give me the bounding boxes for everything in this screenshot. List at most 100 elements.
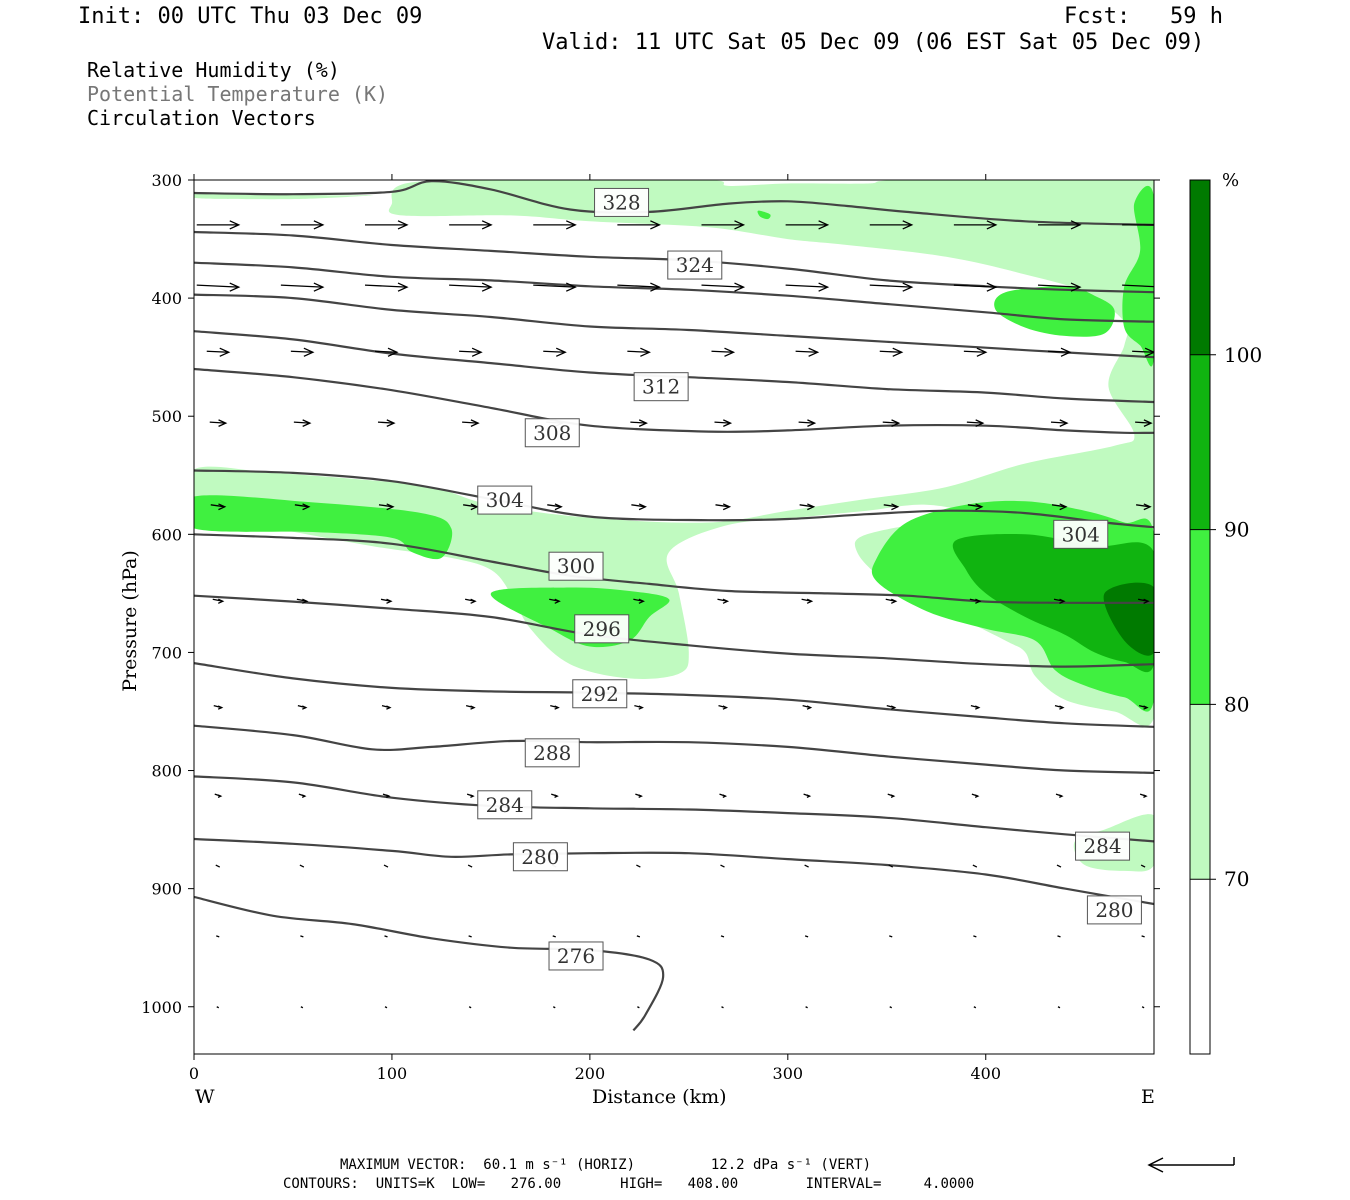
circulation-vector: [971, 793, 980, 798]
circulation-vector: [547, 503, 563, 511]
x-tick-label: 200: [575, 1064, 606, 1083]
circulation-vector: [634, 704, 644, 710]
contour-label: 292: [572, 679, 628, 709]
y-tick-label: 900: [151, 880, 182, 899]
title-relative-humidity: Relative Humidity (%): [87, 58, 340, 82]
circulation-vector: [296, 598, 309, 604]
plot-frame: [193, 179, 1155, 1055]
title-potential-temperature: Potential Temperature (K): [87, 82, 389, 106]
reference-vector-arrow: [1147, 1157, 1235, 1173]
circulation-vector: [464, 598, 477, 604]
circulation-vector: [467, 864, 473, 868]
x-tick-label: 100: [377, 1064, 408, 1083]
circulation-vector: [463, 503, 479, 511]
circulation-vector: [383, 864, 389, 868]
circulation-vector: [1047, 347, 1072, 357]
y-axis-label: Pressure (hPa): [119, 550, 141, 692]
circulation-vector: [883, 503, 900, 511]
circulation-vector: [1122, 224, 1154, 226]
theta-contour-280: [194, 837, 1154, 906]
circulation-vector: [1057, 935, 1061, 938]
circulation-vector: [1141, 1006, 1145, 1009]
circulation-vector: [212, 598, 225, 604]
vector-layer: [196, 220, 1154, 1009]
circulation-vector: [799, 503, 816, 511]
circulation-vector: [300, 935, 304, 938]
colorbar-swatch: [1190, 354, 1210, 530]
colorbar-swatch: [1190, 879, 1210, 1054]
circulation-vector: [805, 1006, 808, 1009]
circulation-vector: [468, 935, 472, 938]
contour-label: 300: [548, 551, 604, 581]
contour-label-text: 328: [602, 190, 640, 214]
contour-label: 280: [512, 842, 568, 872]
contour-label-text: 324: [676, 253, 714, 277]
circulation-vector: [631, 503, 647, 511]
circulation-vector: [718, 704, 729, 710]
circulation-vector: [280, 282, 325, 292]
circulation-vector: [297, 704, 308, 710]
circulation-vector: [882, 419, 901, 427]
theta-contour-288: [194, 724, 1154, 774]
circulation-vector: [969, 598, 982, 604]
colorbar-swatch: [1190, 180, 1210, 355]
circulation-vector: [449, 282, 493, 292]
circulation-vector: [719, 793, 728, 798]
circulation-vector: [213, 704, 224, 710]
circulation-vector: [298, 793, 307, 798]
circulation-vector: [1137, 598, 1150, 604]
circulation-vector: [633, 598, 645, 604]
circulation-vector: [804, 935, 809, 938]
circulation-vector: [720, 935, 725, 938]
circulation-vector: [1122, 284, 1154, 288]
rh-region-80: [194, 495, 453, 560]
theta-contour-312: [194, 330, 1154, 404]
title-circulation-vectors: Circulation Vectors: [87, 106, 316, 130]
circulation-vector: [714, 419, 733, 427]
theta-contour-320: [194, 261, 1154, 323]
circulation-vector: [1055, 793, 1064, 798]
circulation-vector: [533, 220, 577, 230]
contour-label-text: 308: [533, 421, 571, 445]
circulation-vector: [869, 220, 914, 230]
circulation-vector: [550, 704, 560, 710]
contour-label-text: 284: [1083, 834, 1121, 858]
circulation-vector: [365, 220, 409, 230]
circulation-vector: [721, 1006, 724, 1009]
circulation-vector: [1138, 704, 1149, 710]
circulation-vector: [701, 282, 746, 292]
contour-label-text: 304: [486, 488, 524, 512]
circulation-vector: [701, 220, 746, 230]
theta-contour-layer: [194, 180, 1154, 1032]
circulation-vector: [214, 793, 223, 798]
circulation-vector: [804, 864, 809, 868]
circulation-vector: [293, 419, 312, 427]
circulation-vector: [803, 793, 812, 798]
circulation-vector: [879, 347, 904, 357]
contour-label: 328: [594, 187, 650, 217]
contour-label-text: 304: [1062, 522, 1100, 546]
circulation-vector: [216, 935, 220, 938]
circulation-vector: [290, 347, 315, 357]
contour-label: 288: [524, 738, 580, 768]
contour-label: 312: [633, 372, 689, 402]
circulation-vector: [627, 347, 651, 357]
colorbar-level-label: 90: [1224, 518, 1249, 542]
circulation-vector: [798, 419, 817, 427]
contour-label: 276: [548, 941, 604, 971]
circulation-vector: [1136, 503, 1152, 511]
circulation-vector: [953, 282, 998, 292]
axis-layer: 300 400 500 600 700 800 900 1000 0 100 200 300 400: [141, 171, 1160, 1083]
theta-contour-284: [194, 775, 1154, 843]
colorbar-swatch: [1190, 529, 1210, 705]
circulation-vector: [1056, 864, 1062, 868]
contour-label: 296: [574, 614, 630, 644]
x-tick-label: 300: [773, 1064, 804, 1083]
contour-label-layer: 328 324 312 308 304 304 300 296 292 288 284 284 280 2…: [477, 187, 1142, 971]
contour-label-text: 300: [557, 554, 595, 578]
theta-contour-328: [194, 180, 1154, 226]
x-tick-label: 0: [189, 1064, 199, 1083]
y-tick-label: 400: [151, 289, 182, 308]
x-axis-west-label: W: [195, 1086, 215, 1108]
rh-region-80: [994, 286, 1115, 337]
